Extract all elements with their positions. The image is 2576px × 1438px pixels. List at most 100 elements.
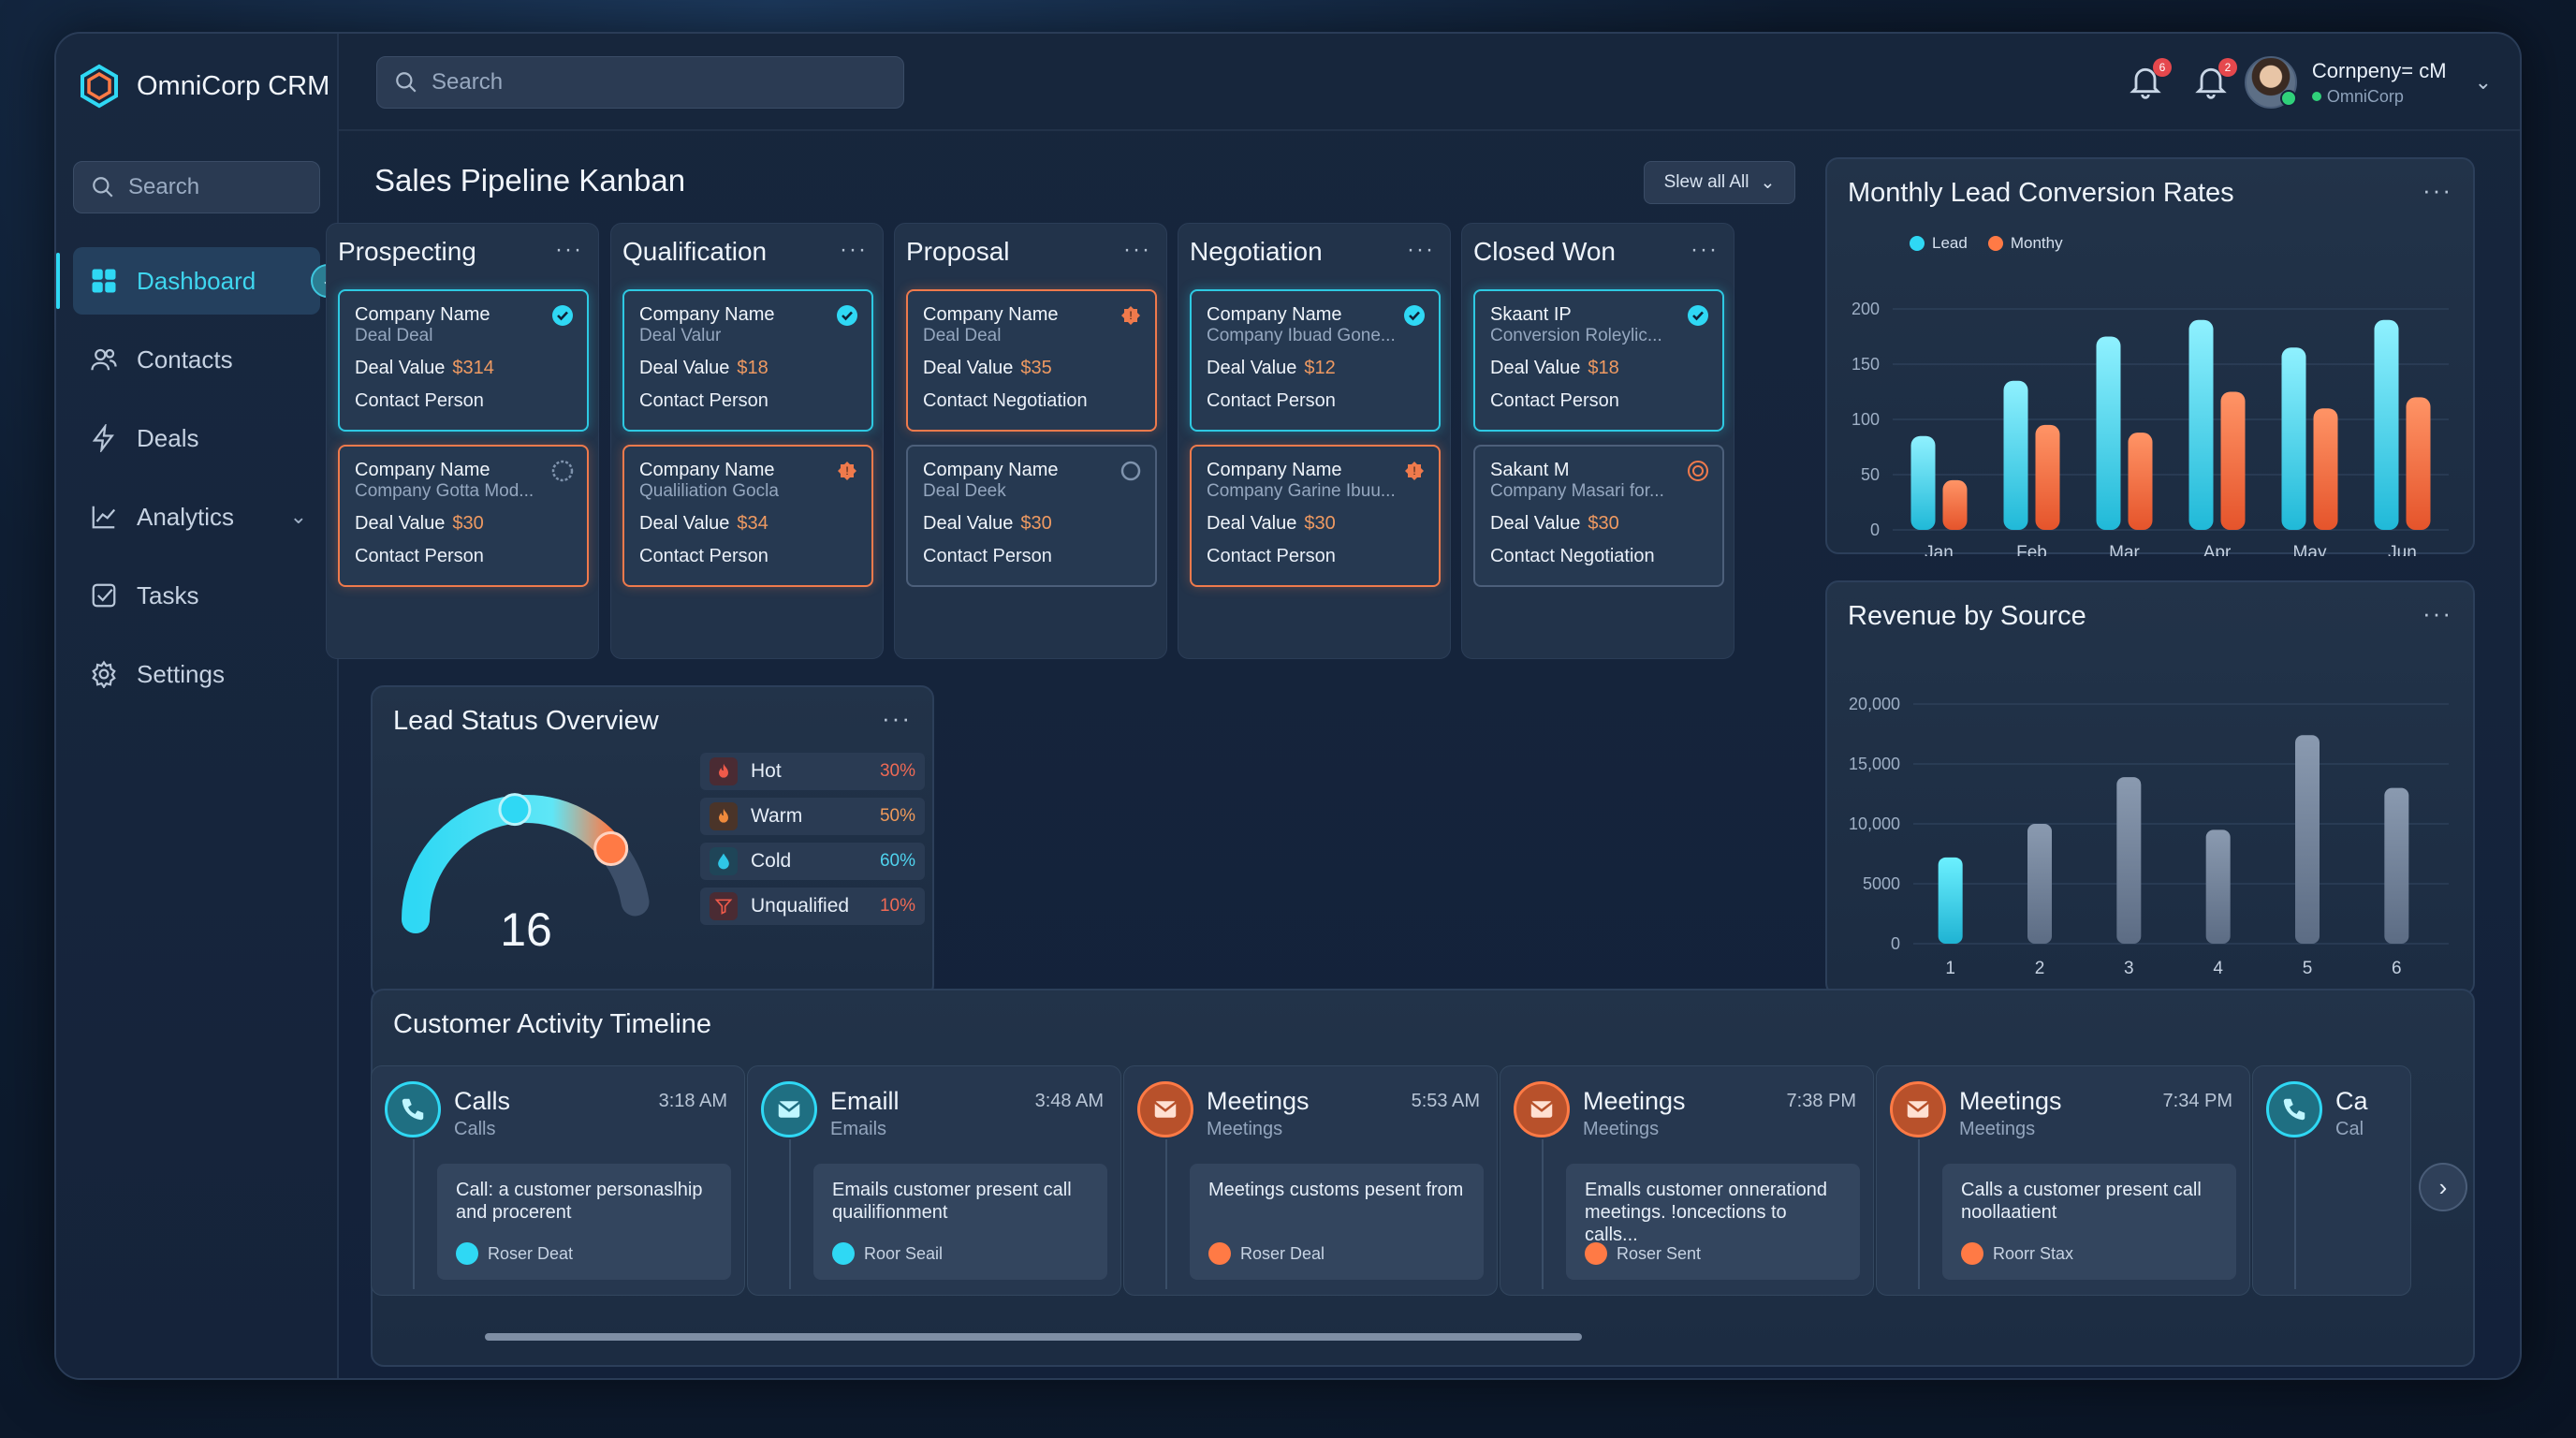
alert-badge-icon[interactable]: ! — [836, 460, 858, 482]
activity-owner: Roor Seail — [832, 1242, 943, 1265]
revenue-bar[interactable] — [2205, 829, 2231, 944]
sidebar-item-tasks[interactable]: Tasks — [73, 562, 320, 629]
deal-card[interactable]: Company Name Deal Valur Deal Value $18 Conta… — [622, 289, 873, 432]
timeline-item[interactable]: Meetings Meetings 7:34 PM Calls a customer … — [1876, 1065, 2250, 1296]
more-options-icon[interactable]: ··· — [1123, 237, 1151, 262]
deal-value: $30 — [452, 513, 484, 534]
more-options-icon[interactable]: ··· — [1407, 237, 1435, 262]
bar-monthy[interactable] — [1942, 479, 1968, 530]
deal-value-row: Deal Value $30 — [355, 513, 572, 535]
deal-card[interactable]: Company Name Deal Deek Deal Value $30 Contac… — [906, 445, 1157, 587]
y-tick-label: 50 — [1861, 465, 1880, 484]
activity-time: 3:48 AM — [1034, 1091, 1104, 1111]
revenue-bar[interactable] — [2027, 824, 2052, 944]
deal-card[interactable]: Skaant IP Conversion Roleylic... Deal Valu… — [1473, 289, 1724, 432]
bar-monthy[interactable] — [2035, 424, 2060, 530]
timeline-item[interactable]: Calls Calls 3:18 AM Call: a customer person… — [371, 1065, 745, 1296]
filter-dropdown[interactable]: Slew all All ⌄ — [1644, 161, 1795, 204]
timeline-item[interactable]: Emaill Emails 3:48 AM Emails customer prese… — [747, 1065, 1121, 1296]
chevron-down-icon[interactable]: ⌄ — [289, 505, 307, 528]
revenue-bar[interactable] — [2295, 735, 2320, 944]
bell-icon — [2130, 67, 2161, 99]
deal-card[interactable]: Company Name Company Gotta Mod... Deal Val… — [338, 445, 589, 587]
more-options-icon[interactable]: ··· — [2422, 599, 2452, 627]
timeline-item[interactable]: Ca Cal — [2252, 1065, 2411, 1296]
more-options-icon[interactable]: ··· — [1690, 237, 1719, 262]
sidebar-item-label: Analytics — [137, 502, 235, 531]
activity-note-text: Emalls customer onnerationd meetings. !o… — [1585, 1180, 1828, 1245]
bar-monthy[interactable] — [2220, 391, 2246, 531]
deal-card[interactable]: Sakant M Company Masari for... Deal Value $… — [1473, 445, 1724, 587]
chart-legend: Lead Monthy — [1910, 234, 2063, 253]
activity-title: Meetings — [1207, 1087, 1310, 1115]
bar-lead[interactable] — [2374, 319, 2399, 530]
deal-card[interactable]: Company Name Deal Deal Deal Value $314 Conta… — [338, 289, 589, 432]
bar-lead[interactable] — [1910, 435, 1936, 530]
deal-card[interactable]: Company Name Qualiliation Gocla Deal Value… — [622, 445, 873, 587]
sidebar-item-contacts[interactable]: Contacts — [73, 326, 320, 393]
activity-owner-name: Roor Seail — [864, 1244, 944, 1263]
notifications-button[interactable]: 6 — [2127, 58, 2172, 103]
bar-lead[interactable] — [2281, 347, 2306, 530]
phone-icon — [385, 1081, 441, 1137]
deal-card[interactable]: Company Name Company Garine Ibuu... Deal V… — [1190, 445, 1441, 587]
bar-monthy[interactable] — [2128, 433, 2153, 530]
revenue-bar[interactable] — [1938, 857, 1963, 944]
activity-time: 5:53 AM — [1411, 1091, 1480, 1111]
sidebar-search-input[interactable]: Search — [73, 161, 320, 213]
lightning-icon — [92, 424, 114, 452]
meeting-mail-icon — [1514, 1081, 1570, 1137]
check-circle-icon[interactable] — [1403, 304, 1426, 327]
deal-value-row: Deal Value $34 — [639, 513, 856, 535]
timeline-scrollbar[interactable] — [485, 1333, 1582, 1341]
legend-row-warm[interactable]: Warm 50% — [700, 798, 925, 835]
sidebar-item-analytics[interactable]: Analytics ⌄ — [73, 483, 320, 550]
gauge-fill — [402, 795, 625, 933]
x-tick-label: Jun — [2388, 543, 2417, 556]
bar-lead[interactable] — [2188, 319, 2214, 530]
more-options-icon[interactable]: ··· — [840, 237, 868, 262]
chevron-down-icon[interactable]: ⌄ — [2474, 70, 2492, 94]
timeline-next-button[interactable]: › — [2419, 1163, 2467, 1211]
legend-row-unqualified[interactable]: Unqualified 10% — [700, 888, 925, 925]
kanban-column: Closed Won ··· Skaant IP Conversion Roleyli… — [1461, 223, 1734, 659]
timeline-item[interactable]: Meetings Meetings 5:53 AM Meetings customs … — [1123, 1065, 1498, 1296]
more-options-icon[interactable]: ··· — [2422, 176, 2452, 204]
x-tick-label: 4 — [2213, 959, 2223, 978]
revenue-bar[interactable] — [2384, 787, 2409, 944]
bar-lead[interactable] — [2096, 336, 2121, 531]
brand[interactable]: OmniCorp CRM — [77, 58, 329, 114]
alerts-button[interactable]: 2 — [2192, 58, 2237, 103]
revenue-bar[interactable] — [2116, 777, 2142, 944]
sidebar-item-deals[interactable]: Deals — [73, 404, 320, 472]
timeline-item[interactable]: Meetings Meetings 7:38 PM Emalls customer o… — [1500, 1065, 1874, 1296]
deal-contact: Contact Person — [1207, 390, 1336, 411]
top-search-box[interactable] — [376, 56, 904, 109]
empty-circle-icon[interactable] — [1120, 460, 1142, 482]
check-circle-icon[interactable] — [1687, 304, 1709, 327]
legend-row-cold[interactable]: Cold 60% — [700, 843, 925, 880]
user-menu[interactable]: Cornpeny= cM OmniCorp ⌄ — [2244, 51, 2492, 114]
alert-badge-icon[interactable]: ! — [1120, 304, 1142, 327]
more-options-icon[interactable]: ··· — [882, 704, 912, 732]
check-circle-icon[interactable] — [551, 304, 574, 327]
bar-lead[interactable] — [2003, 380, 2028, 530]
bar-monthy[interactable] — [2406, 397, 2431, 530]
bar-monthy[interactable] — [2313, 408, 2338, 530]
sidebar-item-dashboard[interactable]: Dashboard ⌄ — [56, 247, 344, 315]
more-options-icon[interactable]: ··· — [555, 237, 583, 262]
alert-badge-icon[interactable]: ! — [1403, 460, 1426, 482]
column-title: Negotiation — [1190, 237, 1323, 266]
column-title: Proposal — [906, 237, 1010, 266]
column-title: Closed Won — [1473, 237, 1617, 266]
top-search-input[interactable] — [432, 69, 881, 95]
deal-card[interactable]: Company Name Deal Deal Deal Value $35 Contac… — [906, 289, 1157, 432]
x-tick-label: Jan — [1925, 543, 1954, 556]
deal-card[interactable]: Company Name Company Ibuad Gone... Deal Va… — [1190, 289, 1441, 432]
legend-row-hot[interactable]: Hot 30% — [700, 753, 925, 790]
check-circle-icon[interactable] — [836, 304, 858, 327]
pending-circle-icon[interactable] — [551, 460, 574, 482]
meeting-mail-icon — [1961, 1242, 1983, 1265]
sidebar-item-settings[interactable]: Settings — [73, 640, 320, 708]
target-icon[interactable] — [1687, 460, 1709, 482]
